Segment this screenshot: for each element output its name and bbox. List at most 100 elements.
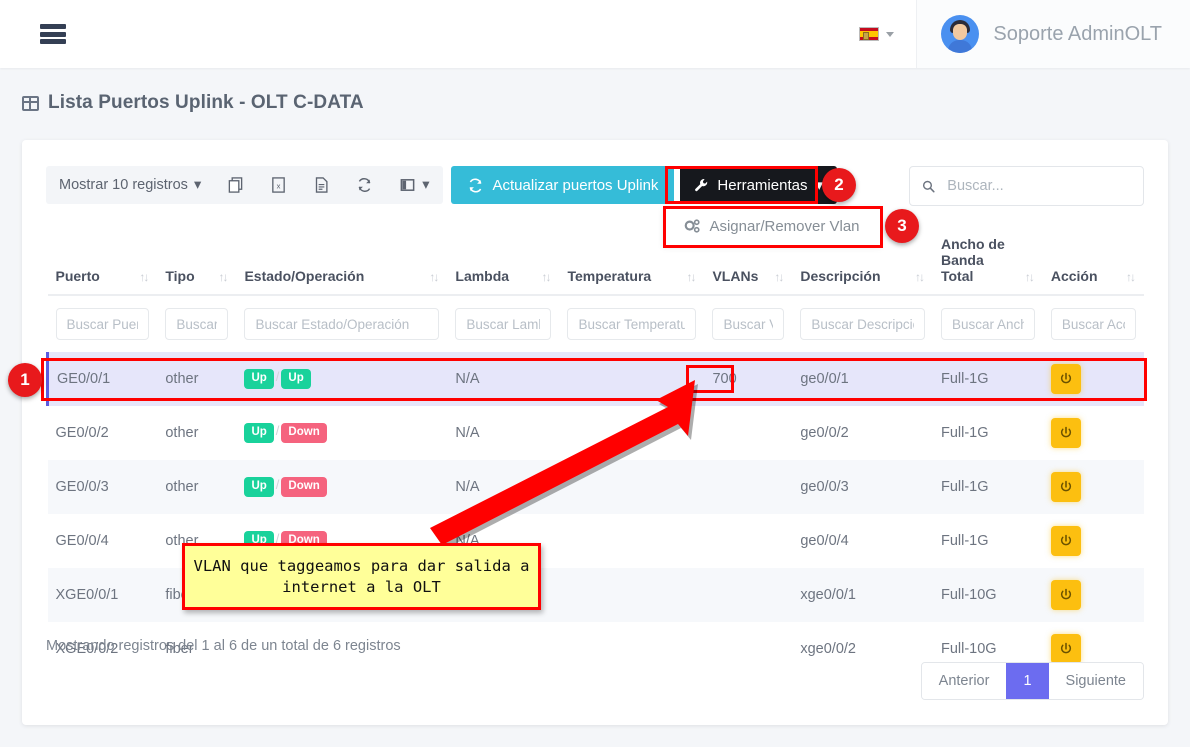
column-header-ancho-banda-total[interactable]: Ancho de Banda Total ↑↓ [932, 228, 1043, 296]
pagination: Anterior 1 Siguiente [920, 662, 1144, 700]
power-icon [1060, 372, 1071, 384]
cell-vlans: 700 [704, 352, 793, 406]
user-menu[interactable]: Soporte AdminOLT [916, 0, 1190, 68]
filter-input-puerto[interactable] [55, 308, 150, 340]
cell-temperatura [559, 352, 705, 406]
reload-table-button[interactable] [343, 166, 386, 204]
column-header-lambda[interactable]: Lambda ↑↓ [447, 228, 560, 296]
power-toggle-button[interactable] [1050, 364, 1081, 394]
excel-export-button[interactable]: x [257, 166, 300, 204]
cell-tipo: fiber [165, 641, 194, 657]
col-label: Acción [1050, 268, 1098, 284]
copy-button[interactable] [214, 166, 257, 204]
cell-ancho-banda: Full-1G [932, 460, 1043, 514]
sort-icon: ↑↓ [218, 270, 228, 284]
power-toggle-button[interactable] [1050, 418, 1081, 448]
cell-temperatura [559, 460, 705, 514]
badge-separator: / [275, 531, 280, 547]
hamburger-icon[interactable] [40, 24, 66, 44]
filter-cell [792, 295, 933, 352]
pagination-previous[interactable]: Anterior [921, 663, 1007, 699]
language-selector[interactable] [859, 27, 895, 41]
column-header-estado-operacion[interactable]: Estado/Operación ↑↓ [236, 228, 448, 296]
user-name: Soporte AdminOLT [993, 22, 1162, 45]
power-toggle-button[interactable] [1050, 580, 1081, 610]
refresh-icon [358, 178, 371, 192]
hamburger-bar [40, 24, 66, 29]
annotation-marker-1: 1 [8, 363, 42, 397]
col-label: Lambda [455, 268, 510, 284]
cell-puerto: GE0/0/2 [55, 425, 109, 441]
cell-accion [1042, 352, 1144, 406]
cell-estado-operacion: Up / Up [236, 352, 448, 406]
cell-puerto: GE0/0/3 [47, 460, 158, 514]
chevron-down-icon: ▾ [193, 177, 202, 193]
col-label: Tipo [165, 268, 195, 284]
pagination-next[interactable]: Siguiente [1048, 663, 1143, 699]
sort-icon: ↑↓ [686, 270, 696, 284]
top-navbar: Soporte AdminOLT [0, 0, 1190, 68]
power-toggle-button[interactable] [1050, 634, 1081, 664]
cell-ancho-banda: Full-10G [932, 568, 1043, 622]
menu-item-assign-remove-vlan[interactable]: Asignar/Remover Vlan [663, 206, 881, 246]
power-toggle-button[interactable] [1050, 472, 1081, 502]
cell-puerto: GE0/0/1 [46, 352, 158, 406]
page-length-dropdown[interactable]: Mostrar 10 registros ▾ [46, 166, 214, 204]
cell-lambda: N/A [455, 425, 480, 441]
excel-icon: x [272, 177, 286, 193]
filter-input-lambda[interactable] [455, 308, 552, 340]
status-badge-estado: Up [244, 369, 274, 389]
filter-input-temperatura[interactable] [567, 308, 697, 340]
search-input[interactable] [945, 177, 1131, 195]
refresh-uplink-ports-button[interactable]: Actualizar puertos Uplink [450, 166, 675, 204]
sort-icon: ↑↓ [429, 270, 439, 284]
table-body: GE0/0/1 other Up / Up N/A 700 ge0/0/1 Full-1G GE0… [46, 352, 1145, 676]
cell-tipo: other [157, 460, 237, 514]
col-label: Estado/Operación [244, 268, 365, 284]
table-row[interactable]: GE0/0/1 other Up / Up N/A 700 ge0/0/1 Full-1G [46, 352, 1144, 406]
filter-input-estado[interactable] [244, 308, 440, 340]
badge-separator: / [275, 477, 280, 493]
table-row[interactable]: GE0/0/3 other Up / Down N/A ge0/0/3 Full-1G [47, 460, 1144, 514]
cell-accion [1043, 406, 1144, 460]
filter-input-tipo[interactable] [165, 308, 229, 340]
filter-input-vlans[interactable] [712, 308, 785, 340]
chevron-down-icon [886, 31, 895, 37]
annotation-callout: VLAN que taggeamos para dar salida a int… [182, 543, 541, 610]
cell-puerto: XGE0/0/1 [47, 568, 158, 622]
status-badge-operacion: Down [281, 423, 327, 443]
filter-input-accion[interactable] [1050, 308, 1136, 340]
columns-icon [400, 179, 415, 191]
tools-dropdown-button[interactable]: Herramientas ▾ [680, 166, 837, 204]
search-box[interactable] [909, 166, 1144, 206]
pagination-page-1[interactable]: 1 [1006, 663, 1049, 699]
table-toolbar: Mostrar 10 registros ▾ x [46, 166, 837, 204]
cell-temperatura [559, 514, 704, 568]
column-header-tipo[interactable]: Tipo ↑↓ [157, 228, 237, 296]
cell-ancho-banda: Full-1G [932, 352, 1043, 406]
search-icon [922, 180, 935, 192]
cell-accion [1043, 622, 1144, 676]
column-visibility-dropdown[interactable]: ▾ [386, 166, 442, 204]
pdf-export-button[interactable] [300, 166, 343, 204]
sort-icon: ↑↓ [774, 270, 784, 284]
copy-icon [228, 177, 243, 193]
column-header-puerto[interactable]: Puerto ↑↓ [47, 228, 158, 296]
badge-separator: / [275, 369, 280, 385]
cell-descripcion: ge0/0/3 [792, 460, 933, 514]
cell-tipo: other [157, 352, 237, 406]
cell-ancho-banda: Full-1G [940, 425, 989, 441]
status-badge-estado: Up [244, 477, 274, 497]
cell-descripcion: xge0/0/1 [792, 568, 933, 622]
cell-puerto: GE0/0/4 [55, 533, 109, 549]
power-icon [1060, 534, 1071, 546]
table-row[interactable]: XGE0/0/2 fiber xge0/0/2 Full-10G [48, 622, 1145, 676]
column-header-accion[interactable]: Acción ↑↓ [1042, 228, 1144, 296]
spain-flag-icon [859, 27, 880, 41]
sort-icon: ↑↓ [541, 270, 551, 284]
filter-input-descripcion[interactable] [800, 308, 925, 340]
table-row[interactable]: GE0/0/2 other Up / Down N/A ge0/0/2 Full-1G [48, 406, 1145, 460]
power-toggle-button[interactable] [1050, 526, 1081, 556]
page-title: Lista Puertos Uplink - OLT C-DATA [22, 92, 364, 114]
filter-input-ancho[interactable] [940, 308, 1035, 340]
